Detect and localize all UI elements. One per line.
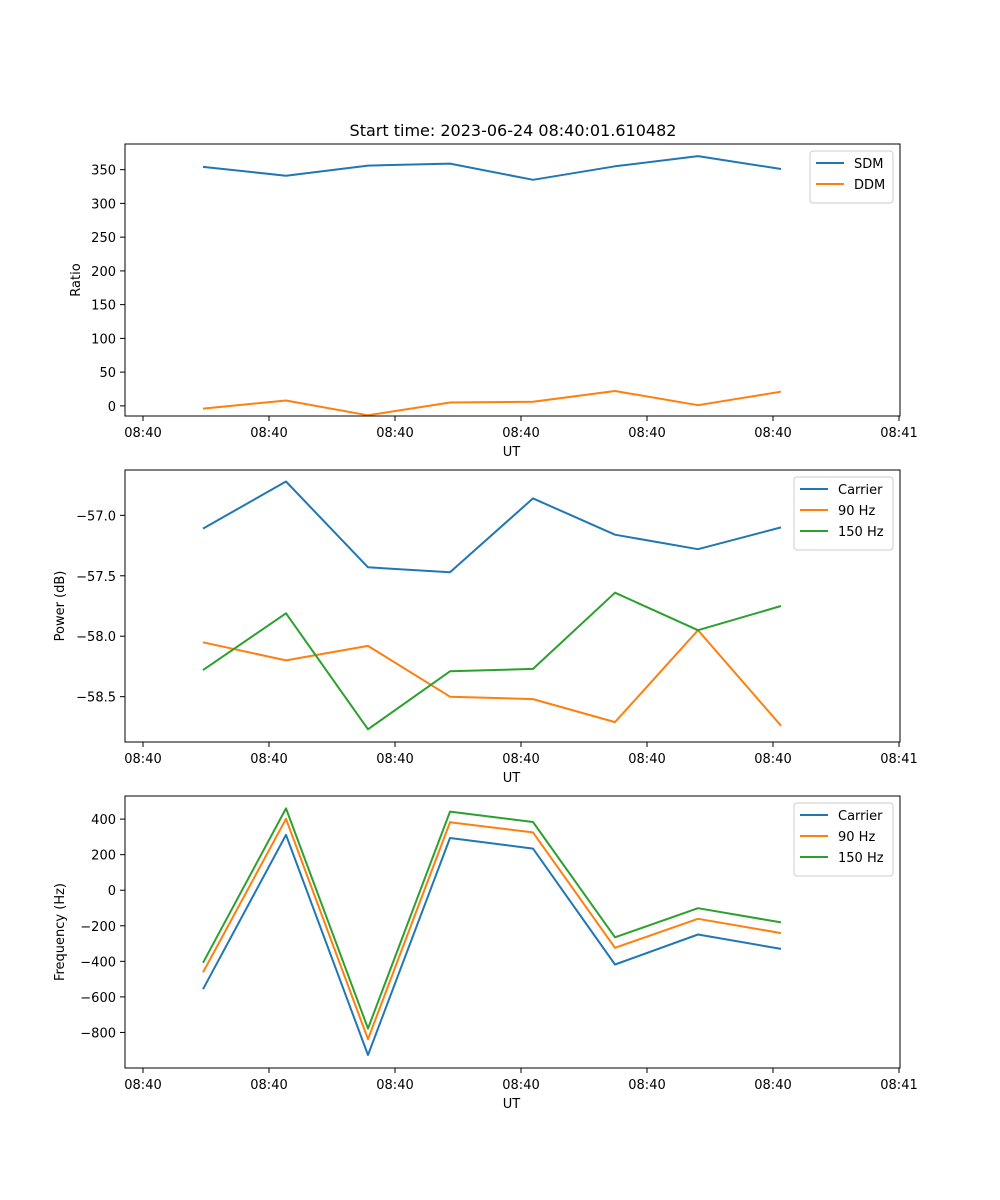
x-axis-label: UT [503,445,521,460]
legend-label: 150 Hz [838,851,884,866]
x-tick-label: 08:40 [250,1078,287,1093]
series-line-sdm [202,155,782,181]
x-tick-label: 08:40 [502,1078,539,1093]
chart-panel-2: 08:40 08:40 08:40 08:40 08:40 08:40 08:41 −57.0… [53,469,918,786]
x-tick-label: 08:40 [502,752,539,767]
x-tick-label: 08:40 [124,752,161,767]
chart-panel-3: 08:40 08:40 08:40 08:40 08:40 08:40 08:41 400 20… [53,795,918,1112]
y-tick-label: −800 [80,1026,116,1041]
y-tick-label: 150 [91,299,116,314]
legend-label: DDM [854,178,885,193]
x-tick-label: 08:41 [880,1078,917,1093]
x-tick-label: 08:40 [502,426,539,441]
figure-title: Start time: 2023-06-24 08:40:01.610482 [350,121,677,140]
y-tick-label: 0 [108,884,116,899]
legend-label: 90 Hz [838,504,875,519]
x-tick-label: 08:41 [880,752,917,767]
y-tick-label: 400 [91,813,116,828]
legend: Carrier 90 Hz 150 Hz [793,476,894,551]
y-tick-label: 300 [91,197,116,212]
series-line-carrier [202,480,782,574]
x-tick-label: 08:40 [124,426,161,441]
y-tick-label: −600 [80,991,116,1006]
x-tick-label: 08:40 [376,1078,413,1093]
series-line-150-hz [202,807,782,1030]
x-tick-label: 08:40 [124,1078,161,1093]
y-axis-label: Ratio [69,263,84,296]
x-tick-label: 08:40 [376,752,413,767]
x-tick-label: 08:40 [754,1078,791,1093]
series-line-150-hz [202,591,782,731]
legend: Carrier 90 Hz 150 Hz [793,802,894,877]
x-tick-label: 08:41 [880,426,917,441]
y-tick-label: −58.0 [76,630,116,645]
series-line-ddm [202,390,782,417]
x-tick-label: 08:40 [754,752,791,767]
y-tick-label: 100 [91,332,116,347]
legend-label: Carrier [838,809,883,824]
legend-label: SDM [854,157,883,172]
y-tick-label: −58.5 [76,691,116,706]
x-axis-label: UT [503,1097,521,1112]
y-tick-label: −57.0 [76,509,116,524]
chart-panel-1: 08:40 08:40 08:40 08:40 08:40 08:40 08:41 0 50 10… [69,143,918,460]
legend-label: Carrier [838,483,883,498]
x-axis-label: UT [503,771,521,786]
legend: SDM DDM [809,150,894,204]
x-tick-label: 08:40 [250,752,287,767]
y-tick-label: −200 [80,920,116,935]
y-tick-label: −57.5 [76,570,116,585]
series-line-90-hz [202,629,782,727]
axes-frame [124,469,901,743]
series-line-carrier [202,833,782,1056]
axes-frame [124,143,901,417]
y-axis-label: Power (dB) [53,571,68,642]
axes-frame [124,795,901,1069]
y-tick-label: 0 [108,400,116,415]
x-tick-label: 08:40 [628,426,665,441]
x-tick-label: 08:40 [250,426,287,441]
x-tick-label: 08:40 [628,752,665,767]
y-tick-label: −400 [80,955,116,970]
x-tick-label: 08:40 [376,426,413,441]
legend-label: 150 Hz [838,525,884,540]
legend-label: 90 Hz [838,830,875,845]
y-tick-label: 350 [91,164,116,179]
x-tick-label: 08:40 [628,1078,665,1093]
y-tick-label: 250 [91,231,116,246]
y-axis-label: Frequency (Hz) [53,883,68,981]
y-tick-label: 200 [91,849,116,864]
series-line-90-hz [202,817,782,1041]
y-tick-label: 200 [91,265,116,280]
x-tick-label: 08:40 [754,426,791,441]
y-tick-label: 50 [99,366,116,381]
